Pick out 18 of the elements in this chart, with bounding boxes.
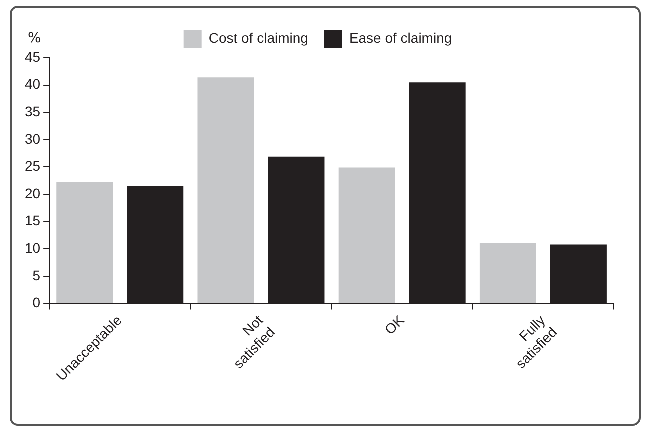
y-tick-label: 30 — [24, 130, 41, 147]
y-tick-label: 40 — [24, 76, 41, 92]
x-tick-label: OK — [382, 312, 408, 338]
legend-label: Ease of claiming — [349, 30, 452, 46]
bar — [56, 182, 114, 304]
legend-label: Cost of claiming — [208, 30, 308, 46]
y-tick-label: 5 — [32, 267, 41, 284]
bar — [198, 78, 254, 304]
y-tick-label: 25 — [24, 158, 41, 174]
y-tick-label: 15 — [24, 212, 41, 229]
bar — [480, 243, 536, 304]
y-tick-label: 20 — [24, 185, 41, 202]
y-tick-label: 35 — [24, 103, 41, 120]
y-tick-label: 10 — [24, 240, 41, 256]
y-tick-label: 0 — [32, 294, 41, 311]
bar — [338, 168, 396, 304]
y-tick-label: 45 — [24, 48, 41, 65]
y-axis-title: % — [28, 30, 42, 47]
